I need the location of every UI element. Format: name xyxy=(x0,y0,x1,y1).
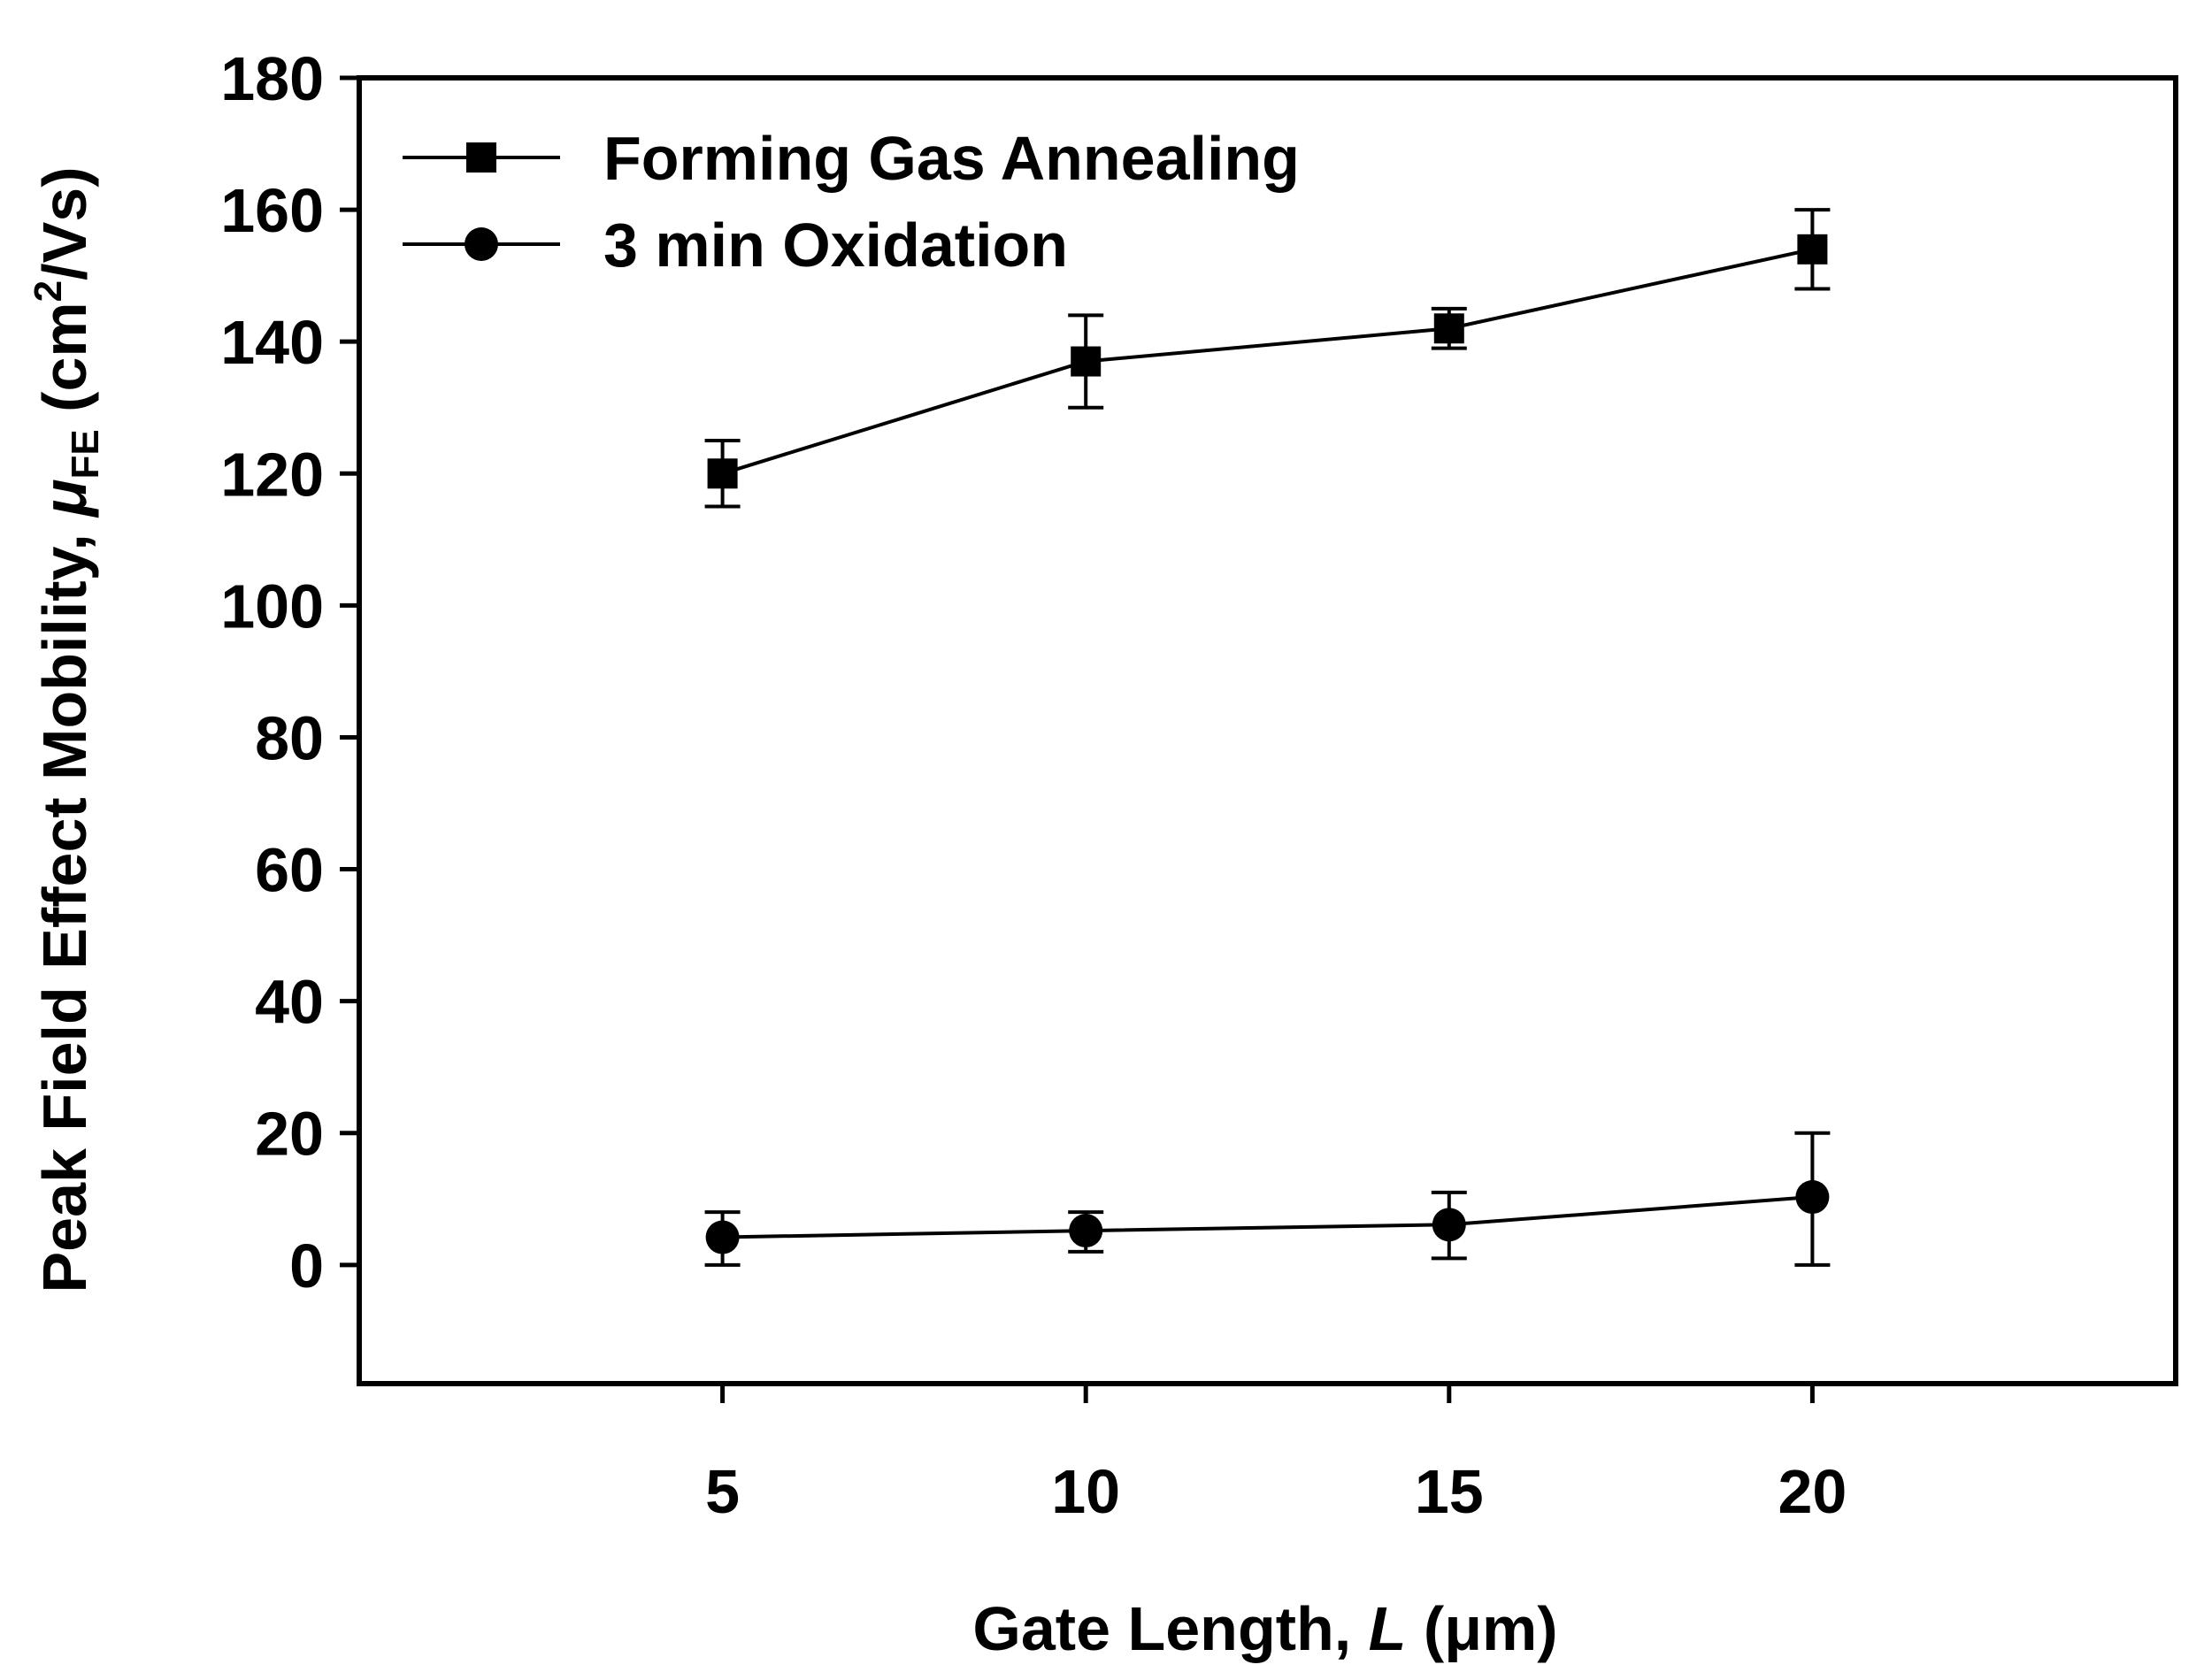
data-point xyxy=(1797,234,1828,265)
series-line xyxy=(722,247,1813,476)
x-tick-label: 5 xyxy=(705,1457,740,1526)
y-tick-label: 60 xyxy=(255,836,324,905)
legend-marker xyxy=(465,227,498,261)
x-axis-label: Gate Length, L (μm) xyxy=(972,1594,1557,1663)
series-1 xyxy=(704,208,1831,509)
y-tick-label: 0 xyxy=(289,1231,324,1300)
legend-label: Forming Gas Annealing xyxy=(603,124,1300,193)
series-2 xyxy=(704,1131,1831,1267)
y-tick-label: 140 xyxy=(220,308,324,377)
y-axis-label: Peak Field Effect Mobility, μFE (cm2/Vs) xyxy=(27,166,107,1293)
y-tick-label: 40 xyxy=(255,968,324,1037)
y-tick-label: 180 xyxy=(220,44,324,113)
y-axis: 0 20 40 60 80 100 120 140 160 180 xyxy=(220,44,359,1300)
data-point xyxy=(705,1220,740,1254)
series-layer xyxy=(704,208,1831,1267)
legend-marker xyxy=(466,142,496,173)
x-tick-label: 15 xyxy=(1415,1457,1484,1526)
x-tick-label: 10 xyxy=(1051,1457,1120,1526)
y-tick-label: 100 xyxy=(220,572,324,641)
x-axis: 5 10 15 20 xyxy=(705,1384,1847,1526)
data-point xyxy=(1432,1208,1466,1242)
y-tick-label: 120 xyxy=(220,440,324,509)
legend-label: 3 min Oxidation xyxy=(603,211,1068,280)
data-point xyxy=(1795,1180,1830,1215)
data-point xyxy=(707,458,738,489)
y-tick-label: 20 xyxy=(255,1100,324,1169)
data-point xyxy=(1069,1214,1103,1248)
data-point xyxy=(1071,346,1102,377)
x-tick-label: 20 xyxy=(1778,1457,1847,1526)
series-line xyxy=(722,1195,1813,1239)
data-point xyxy=(1433,313,1464,344)
plot-frame xyxy=(357,75,2178,1386)
y-tick-label: 160 xyxy=(220,176,324,245)
y-tick-label: 80 xyxy=(255,703,324,772)
legend: Forming Gas Annealing 3 min Oxidation xyxy=(403,124,1300,280)
